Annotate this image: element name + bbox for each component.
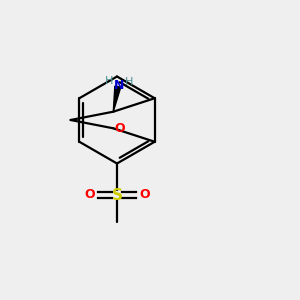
Text: O: O — [84, 188, 95, 202]
Text: O: O — [115, 122, 125, 135]
Text: O: O — [139, 188, 150, 202]
Text: N: N — [113, 80, 124, 92]
Polygon shape — [113, 86, 121, 112]
Text: H: H — [105, 76, 113, 86]
Text: S: S — [112, 188, 122, 202]
Text: H: H — [124, 77, 133, 87]
